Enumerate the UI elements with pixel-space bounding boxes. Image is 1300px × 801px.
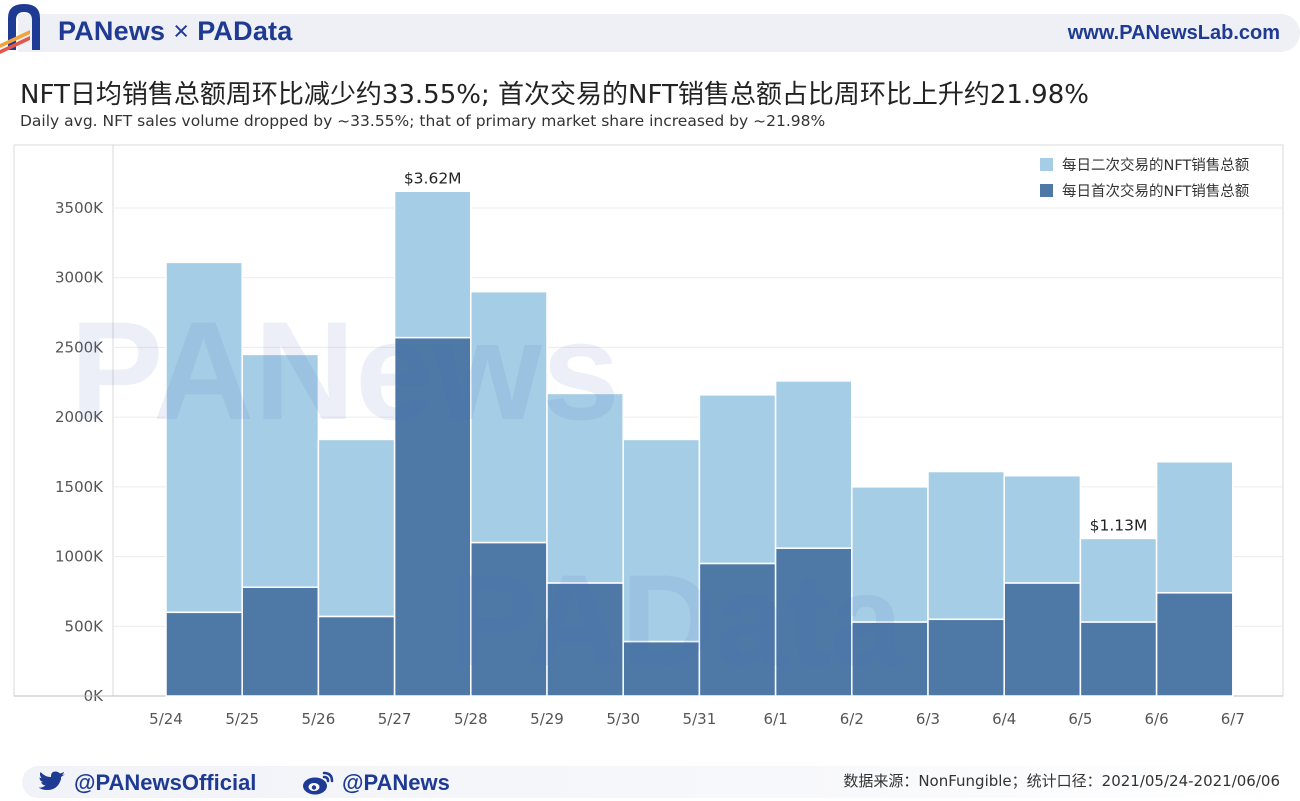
y-tick-label: 3500K xyxy=(55,199,104,217)
bar-secondary-6/5 xyxy=(1003,474,1082,584)
bar-secondary-6/1 xyxy=(698,394,777,565)
weibo-icon xyxy=(303,771,334,795)
legend-label: 每日二次交易的NFT销售总额 xyxy=(1062,156,1250,174)
x-tick-label: 6/3 xyxy=(916,710,940,728)
header-bar xyxy=(18,14,1300,52)
twitter-handle[interactable]: @PANewsOfficial xyxy=(38,767,256,799)
bar-primary-6/5 xyxy=(1003,582,1082,697)
twitter-handle-text: @PANewsOfficial xyxy=(74,770,257,795)
bar-primary-6/3 xyxy=(851,621,929,697)
bar-secondary-5/31 xyxy=(622,438,701,643)
x-tick-label: 5/27 xyxy=(378,710,412,728)
bar-secondary-5/30 xyxy=(546,392,624,584)
weibo-handle[interactable]: @PANews xyxy=(302,767,450,799)
twitter-icon xyxy=(38,771,65,790)
x-tick-label: 5/31 xyxy=(683,710,717,728)
panews-logo-icon xyxy=(0,4,40,54)
x-tick-label: 6/6 xyxy=(1145,710,1169,728)
legend-label: 每日首次交易的NFT销售总额 xyxy=(1062,182,1250,200)
y-tick-label: 3000K xyxy=(55,269,104,287)
bar-secondary-6/7 xyxy=(1155,461,1234,594)
x-tick-label: 6/7 xyxy=(1221,710,1245,728)
x-tick-label: 6/2 xyxy=(840,710,864,728)
bar-primary-5/29 xyxy=(470,541,548,697)
x-tick-label: 5/24 xyxy=(149,710,183,728)
x-tick-label: 5/25 xyxy=(225,710,259,728)
x-tick-label: 6/1 xyxy=(764,710,788,728)
bar-primary-5/27 xyxy=(317,615,396,697)
bar-secondary-6/2 xyxy=(774,380,853,549)
legend-swatch xyxy=(1040,184,1053,197)
bar-primary-6/1 xyxy=(698,562,777,697)
data-source: 数据来源：NonFungible；统计口径：2021/05/24-2021/06… xyxy=(843,772,1280,790)
y-tick-label: 500K xyxy=(65,617,105,635)
y-tick-label: 2500K xyxy=(55,338,104,356)
brand-left: PANews xyxy=(58,16,166,46)
brand-separator: × xyxy=(173,16,190,46)
y-tick-label: 1000K xyxy=(55,548,104,566)
brand-title: PANews × PAData xyxy=(58,16,292,47)
weibo-handle-text: @PANews xyxy=(342,770,450,795)
bar-secondary-6/4 xyxy=(927,470,1005,621)
data-label: $3.62M xyxy=(404,169,462,187)
chart-subtitle: Daily avg. NFT sales volume dropped by ~… xyxy=(20,112,826,130)
x-tick-label: 5/26 xyxy=(302,710,336,728)
bar-secondary-5/28 xyxy=(393,190,472,339)
legend-swatch xyxy=(1040,158,1053,171)
x-tick-label: 5/29 xyxy=(530,710,564,728)
bar-secondary-6/6 xyxy=(1079,537,1158,623)
bar-primary-5/28 xyxy=(393,336,472,697)
bar-primary-5/30 xyxy=(546,582,624,697)
bar-primary-5/31 xyxy=(622,640,701,697)
y-tick-label: 2000K xyxy=(55,408,104,426)
data-label: $1.13M xyxy=(1090,516,1148,534)
bar-secondary-5/27 xyxy=(317,438,396,618)
brand-right: PAData xyxy=(197,16,293,46)
x-tick-label: 5/30 xyxy=(606,710,640,728)
bar-primary-5/26 xyxy=(241,586,320,697)
y-tick-label: 1500K xyxy=(55,478,104,496)
bar-secondary-5/26 xyxy=(241,353,320,588)
bar-primary-5/25 xyxy=(165,611,243,697)
x-tick-label: 5/28 xyxy=(454,710,488,728)
bar-secondary-6/3 xyxy=(851,486,929,623)
bar-secondary-5/25 xyxy=(165,261,243,614)
chart-title: NFT日均销售总额周环比减少约33.55%; 首次交易的NFT销售总额占比周环比… xyxy=(20,80,1089,110)
x-tick-label: 6/4 xyxy=(992,710,1016,728)
bar-secondary-5/29 xyxy=(470,290,548,544)
bar-primary-6/7 xyxy=(1155,592,1234,697)
footer-bar xyxy=(22,766,1290,798)
bar-primary-6/6 xyxy=(1079,621,1158,697)
site-url-link[interactable]: www.PANewsLab.com xyxy=(1067,22,1280,44)
bar-primary-6/4 xyxy=(927,618,1005,697)
bar-primary-6/2 xyxy=(774,547,853,697)
x-tick-label: 6/5 xyxy=(1068,710,1092,728)
